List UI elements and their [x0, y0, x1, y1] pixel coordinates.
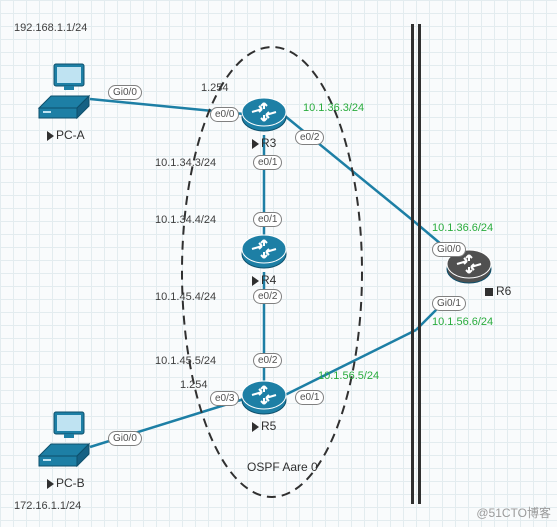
router-r5: [240, 378, 288, 423]
watermark: @51CTO博客: [476, 504, 551, 521]
pc-b-ip: 172.16.1.1/24: [14, 500, 81, 512]
port-r3-e02: e0/2: [295, 130, 324, 145]
port-r5-e03: e0/3: [210, 391, 239, 406]
pc-b: [37, 410, 93, 477]
pc-a: [37, 62, 93, 129]
router-r3: [240, 95, 288, 140]
port-r3-e00: e0/0: [210, 107, 239, 122]
ip-r3-36: 10.1.36.3/24: [303, 102, 364, 114]
port-r3-e01: e0/1: [253, 155, 282, 170]
port-r5-e01: e0/1: [295, 390, 324, 405]
port-r4-e02: e0/2: [253, 289, 282, 304]
r6-label: R6: [485, 284, 511, 298]
ip-r3-34: 10.1.34.3/24: [155, 157, 216, 169]
pc-b-label: PC-B: [47, 476, 85, 490]
ip-r5-1254: 1.254: [180, 379, 208, 391]
r4-label: R4: [252, 273, 276, 287]
diagram-canvas: PC-A PC-B R3 R4 R5 R6 192.168.1.1/24 172…: [0, 0, 557, 527]
firewall-bar: [411, 24, 421, 504]
ip-r6-56: 10.1.56.6/24: [432, 316, 493, 328]
ip-r3-1254: 1.254: [201, 82, 229, 94]
ip-r4-45: 10.1.45.4/24: [155, 291, 216, 303]
port-r6-gi01: Gi0/1: [432, 296, 466, 311]
ospf-area-label: OSPF Aare 0: [247, 460, 318, 474]
ip-r5-45: 10.1.45.5/24: [155, 355, 216, 367]
port-r6-gi00: Gi0/0: [432, 242, 466, 257]
r3-label: R3: [252, 136, 276, 150]
ip-r6-36: 10.1.36.6/24: [432, 222, 493, 234]
pc-a-ip: 192.168.1.1/24: [14, 22, 87, 34]
port-r5-e02: e0/2: [253, 353, 282, 368]
port-pca-gi00: Gi0/0: [108, 85, 142, 100]
r5-label: R5: [252, 419, 276, 433]
ip-r4-34: 10.1.34.4/24: [155, 214, 216, 226]
port-pcb-gi00: Gi0/0: [108, 431, 142, 446]
port-r4-e01t: e0/1: [253, 212, 282, 227]
router-r4: [240, 232, 288, 277]
pc-a-label: PC-A: [47, 128, 85, 142]
ip-r5-56: 10.1.56.5/24: [318, 370, 379, 382]
